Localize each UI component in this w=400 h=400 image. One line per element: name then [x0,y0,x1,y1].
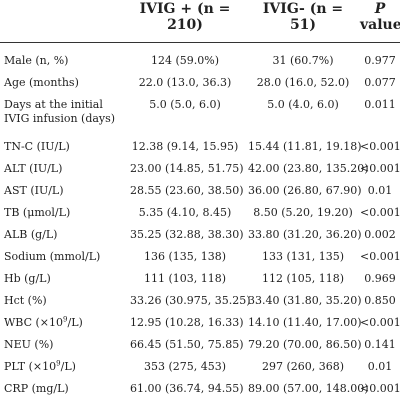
table-header: IVIG + (n = 210) IVIG- (n = 51) P value [0,0,400,43]
row-ivig-positive: 61.00 (36.74, 94.55) [130,382,244,395]
row-ivig-negative: 8.50 (5.20, 19.20) [253,206,353,219]
row-label-pre: WBC (×10 [4,316,64,329]
row-label: TN-C (IU/L) [4,140,70,153]
row-ivig-negative: 5.0 (4.0, 6.0) [267,98,339,111]
row-label: WBC (×109/L) [4,316,140,330]
row-p-value: <0.001 [360,382,400,395]
header-p-line2: value [360,17,400,33]
row-p-value: 0.002 [364,228,396,241]
row-label: Male (n, %) [4,54,69,67]
row-ivig-positive: 12.38 (9.14, 15.95) [131,140,239,153]
row-ivig-negative: 14.10 (11.40, 17.00) [248,316,362,329]
row-label-pre: PLT (×10 [4,360,57,373]
row-ivig-positive: 66.45 (51.50, 75.85) [130,338,244,351]
row-p-value: 0.977 [364,54,396,67]
row-label: Age (months) [4,76,79,89]
row-label-sup: 9 [63,315,68,324]
row-p-value: <0.001 [360,162,400,175]
row-ivig-positive: 5.35 (4.10, 8.45) [138,206,232,219]
row-label: NEU (%) [4,338,54,351]
row-ivig-positive: 136 (135, 138) [143,250,227,263]
row-label-post: /L) [60,360,76,373]
row-label: CRP (mg/L) [4,382,69,395]
header-ivig-positive: IVIG + (n = 210) [139,1,231,33]
row-p-value: <0.001 [360,206,400,219]
row-ivig-negative: 31 (60.7%) [272,54,334,67]
row-p-value: 0.077 [364,76,396,89]
row-ivig-positive: 35.25 (32.88, 38.30) [130,228,244,241]
row-ivig-negative: 42.00 (23.80, 135.20) [248,162,369,175]
header-p-value: P value [360,0,400,33]
row-p-value: 0.141 [364,338,396,351]
row-ivig-negative: 79.20 (70.00, 86.50) [248,338,362,351]
row-label: Sodium (mmol/L) [4,250,101,263]
row-ivig-negative: 297 (260, 368) [261,360,345,373]
row-label: PLT (×109/L) [4,360,140,374]
row-ivig-negative: 28.0 (16.0, 52.0) [256,76,350,89]
row-p-value: 0.850 [364,294,396,307]
header-p-line1: P [374,1,386,17]
row-ivig-negative: 36.00 (26.80, 67.90) [248,184,362,197]
row-ivig-negative: 33.40 (31.80, 35.20) [248,294,362,307]
row-label: ALT (IU/L) [4,162,63,175]
row-ivig-positive: 33.26 (30.975, 35.25) [130,294,251,307]
row-ivig-positive: 22.0 (13.0, 36.3) [138,76,232,89]
row-label-sup: 9 [56,359,61,368]
row-label-post: /L) [67,316,83,329]
row-ivig-negative: 33.80 (31.20, 36.20) [248,228,362,241]
row-label: AST (IU/L) [4,184,64,197]
row-label: Hct (%) [4,294,47,307]
row-ivig-positive: 23.00 (14.85, 51.75) [130,162,244,175]
header-ivig-negative: IVIG- (n = 51) [262,1,344,33]
row-p-value: <0.001 [360,316,400,329]
row-ivig-negative: 15.44 (11.81, 19.18) [248,140,362,153]
row-ivig-positive: 124 (59.0%) [150,54,220,67]
row-ivig-positive: 12.95 (10.28, 16.33) [130,316,244,329]
row-ivig-negative: 133 (131, 135) [261,250,345,263]
row-ivig-positive: 28.55 (23.60, 38.50) [130,184,244,197]
row-p-value: 0.011 [364,98,396,111]
row-ivig-negative: 89.00 (57.00, 148.00) [248,382,369,395]
row-label: ALB (g/L) [4,228,58,241]
row-ivig-positive: 5.0 (5.0, 6.0) [149,98,221,111]
row-label: TB (μmol/L) [4,206,71,219]
row-label: Days at the initial IVIG infusion (days) [4,98,116,125]
row-p-value: <0.001 [360,250,400,263]
row-p-value: 0.01 [367,184,393,197]
row-label: Hb (g/L) [4,272,51,285]
row-ivig-positive: 353 (275, 453) [143,360,227,373]
row-p-value: 0.969 [364,272,396,285]
row-ivig-positive: 111 (103, 118) [143,272,227,285]
row-p-value: <0.001 [360,140,400,153]
row-ivig-negative: 112 (105, 118) [261,272,345,285]
row-p-value: 0.01 [367,360,393,373]
